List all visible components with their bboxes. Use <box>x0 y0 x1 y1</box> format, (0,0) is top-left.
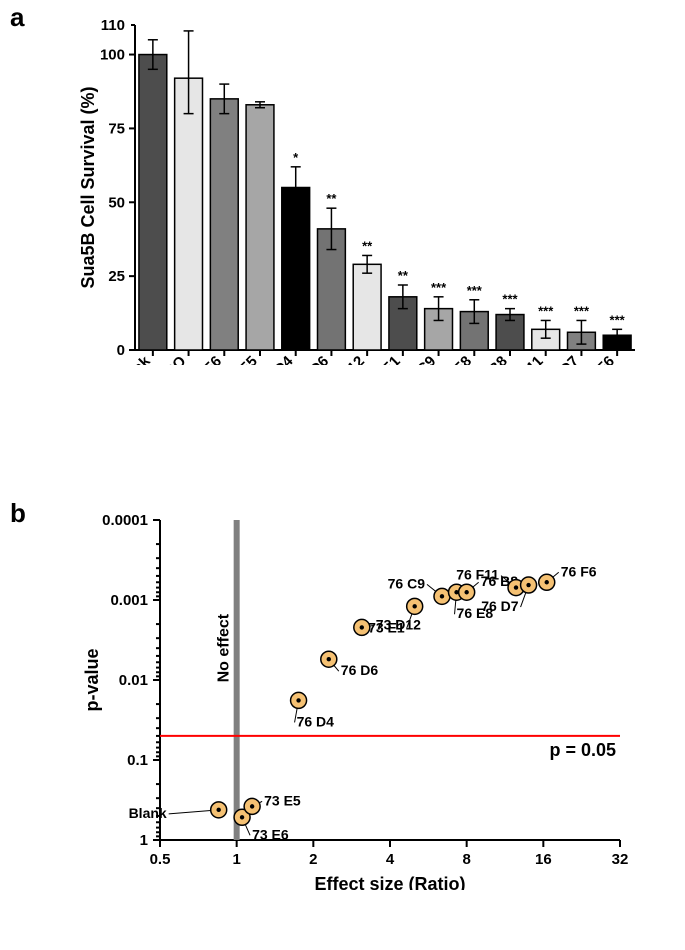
scatter-chart: 0.51248163210.10.010.0010.0001Effect siz… <box>80 510 640 890</box>
panel-a-label: a <box>10 2 24 33</box>
svg-text:***: *** <box>502 292 518 307</box>
svg-text:76 C9: 76 C9 <box>388 575 426 591</box>
svg-text:**: ** <box>362 238 373 253</box>
svg-text:Effect size (Ratio): Effect size (Ratio) <box>314 874 465 890</box>
svg-text:73 E6: 73 E6 <box>185 353 225 365</box>
svg-text:73 E5: 73 E5 <box>221 353 261 365</box>
svg-text:**: ** <box>398 268 409 283</box>
svg-text:1: 1 <box>232 851 240 868</box>
figure-container: a b 0 25 50 75 100 110 Sua5B Cell Survival (%)… <box>0 0 685 950</box>
panel-b-label: b <box>10 498 26 529</box>
svg-text:32: 32 <box>612 851 629 868</box>
svg-text:76 D6: 76 D6 <box>292 353 332 365</box>
svg-text:76 C9: 76 C9 <box>399 353 439 365</box>
svg-text:76 E8: 76 E8 <box>435 353 475 365</box>
bar <box>246 105 274 350</box>
svg-text:73 E1: 73 E1 <box>368 619 405 635</box>
svg-text:0.001: 0.001 <box>110 592 148 609</box>
svg-text:No effect: No effect <box>216 613 233 682</box>
bar <box>353 264 381 350</box>
svg-text:Sua5B Cell Survival (%): Sua5B Cell Survival (%) <box>80 86 98 288</box>
svg-text:***: *** <box>610 312 626 327</box>
svg-text:1: 1 <box>140 832 148 849</box>
svg-text:76 D7: 76 D7 <box>542 353 582 365</box>
svg-text:***: *** <box>538 303 554 318</box>
svg-text:p = 0.05: p = 0.05 <box>549 740 616 760</box>
svg-text:p-value: p-value <box>82 648 102 711</box>
svg-text:0.0001: 0.0001 <box>102 512 148 529</box>
svg-text:76 F11: 76 F11 <box>456 567 499 583</box>
svg-text:76 F6: 76 F6 <box>561 563 597 579</box>
svg-text:Blank: Blank <box>129 805 167 821</box>
bar <box>210 99 238 350</box>
svg-text:8: 8 <box>462 851 470 868</box>
svg-text:73 E1: 73 E1 <box>364 353 404 365</box>
svg-text:0.1: 0.1 <box>127 752 148 769</box>
svg-text:2: 2 <box>309 851 317 868</box>
svg-text:75: 75 <box>108 120 125 137</box>
svg-text:**: ** <box>326 191 337 206</box>
bar-chart: 0255075100110Sua5B Cell Survival (%)Blan… <box>80 15 640 365</box>
svg-text:0.5: 0.5 <box>150 851 171 868</box>
svg-text:*: * <box>293 150 299 165</box>
svg-text:4: 4 <box>386 851 395 868</box>
bar <box>175 78 203 350</box>
svg-text:110: 110 <box>101 17 125 34</box>
svg-text:***: *** <box>431 280 447 295</box>
svg-text:73 E6: 73 E6 <box>252 826 289 842</box>
svg-text:100: 100 <box>100 47 125 64</box>
svg-text:76 F6: 76 F6 <box>579 353 618 365</box>
svg-text:16: 16 <box>535 851 552 868</box>
bar <box>282 188 310 351</box>
svg-text:76 D6: 76 D6 <box>341 662 379 678</box>
svg-text:76 D4: 76 D4 <box>297 713 335 729</box>
svg-text:0.01: 0.01 <box>119 672 148 689</box>
svg-text:0: 0 <box>117 342 125 359</box>
svg-text:76 B8: 76 B8 <box>471 353 511 365</box>
bar <box>139 55 167 350</box>
svg-text:25: 25 <box>108 268 125 285</box>
svg-text:***: *** <box>467 283 483 298</box>
svg-text:76 D4: 76 D4 <box>256 352 297 365</box>
svg-text:***: *** <box>574 303 590 318</box>
svg-text:73 E5: 73 E5 <box>264 792 301 808</box>
svg-text:76 D7: 76 D7 <box>481 598 519 614</box>
svg-text:50: 50 <box>108 194 125 211</box>
